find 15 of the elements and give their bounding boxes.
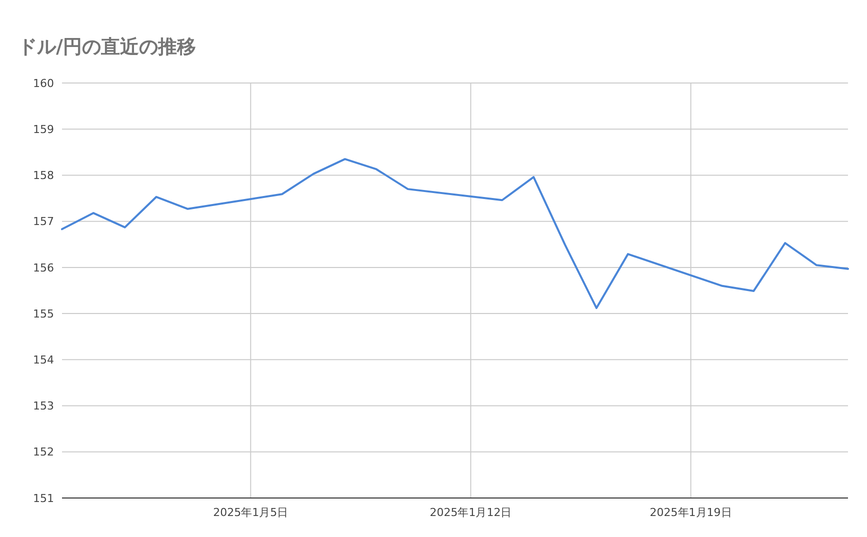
- y-tick-label: 157: [33, 215, 54, 228]
- x-tick-label: 2025年1月5日: [213, 506, 288, 519]
- x-tick-label: 2025年1月12日: [430, 506, 512, 519]
- line-series: [61, 158, 849, 310]
- y-tick-label: 154: [33, 354, 54, 367]
- y-tick-label: 156: [33, 261, 54, 274]
- y-tick-label: 158: [33, 169, 54, 182]
- y-tick-label: 160: [33, 76, 54, 90]
- y-tick-label: 151: [33, 492, 54, 505]
- x-tick-label: 2025年1月19日: [650, 506, 732, 519]
- chart-title: ドル/円の直近の推移: [18, 36, 196, 58]
- y-tick-label: 153: [33, 400, 54, 413]
- y-tick-label: 152: [33, 446, 54, 459]
- y-tick-label: 159: [33, 122, 54, 136]
- y-tick-label: 155: [33, 307, 54, 320]
